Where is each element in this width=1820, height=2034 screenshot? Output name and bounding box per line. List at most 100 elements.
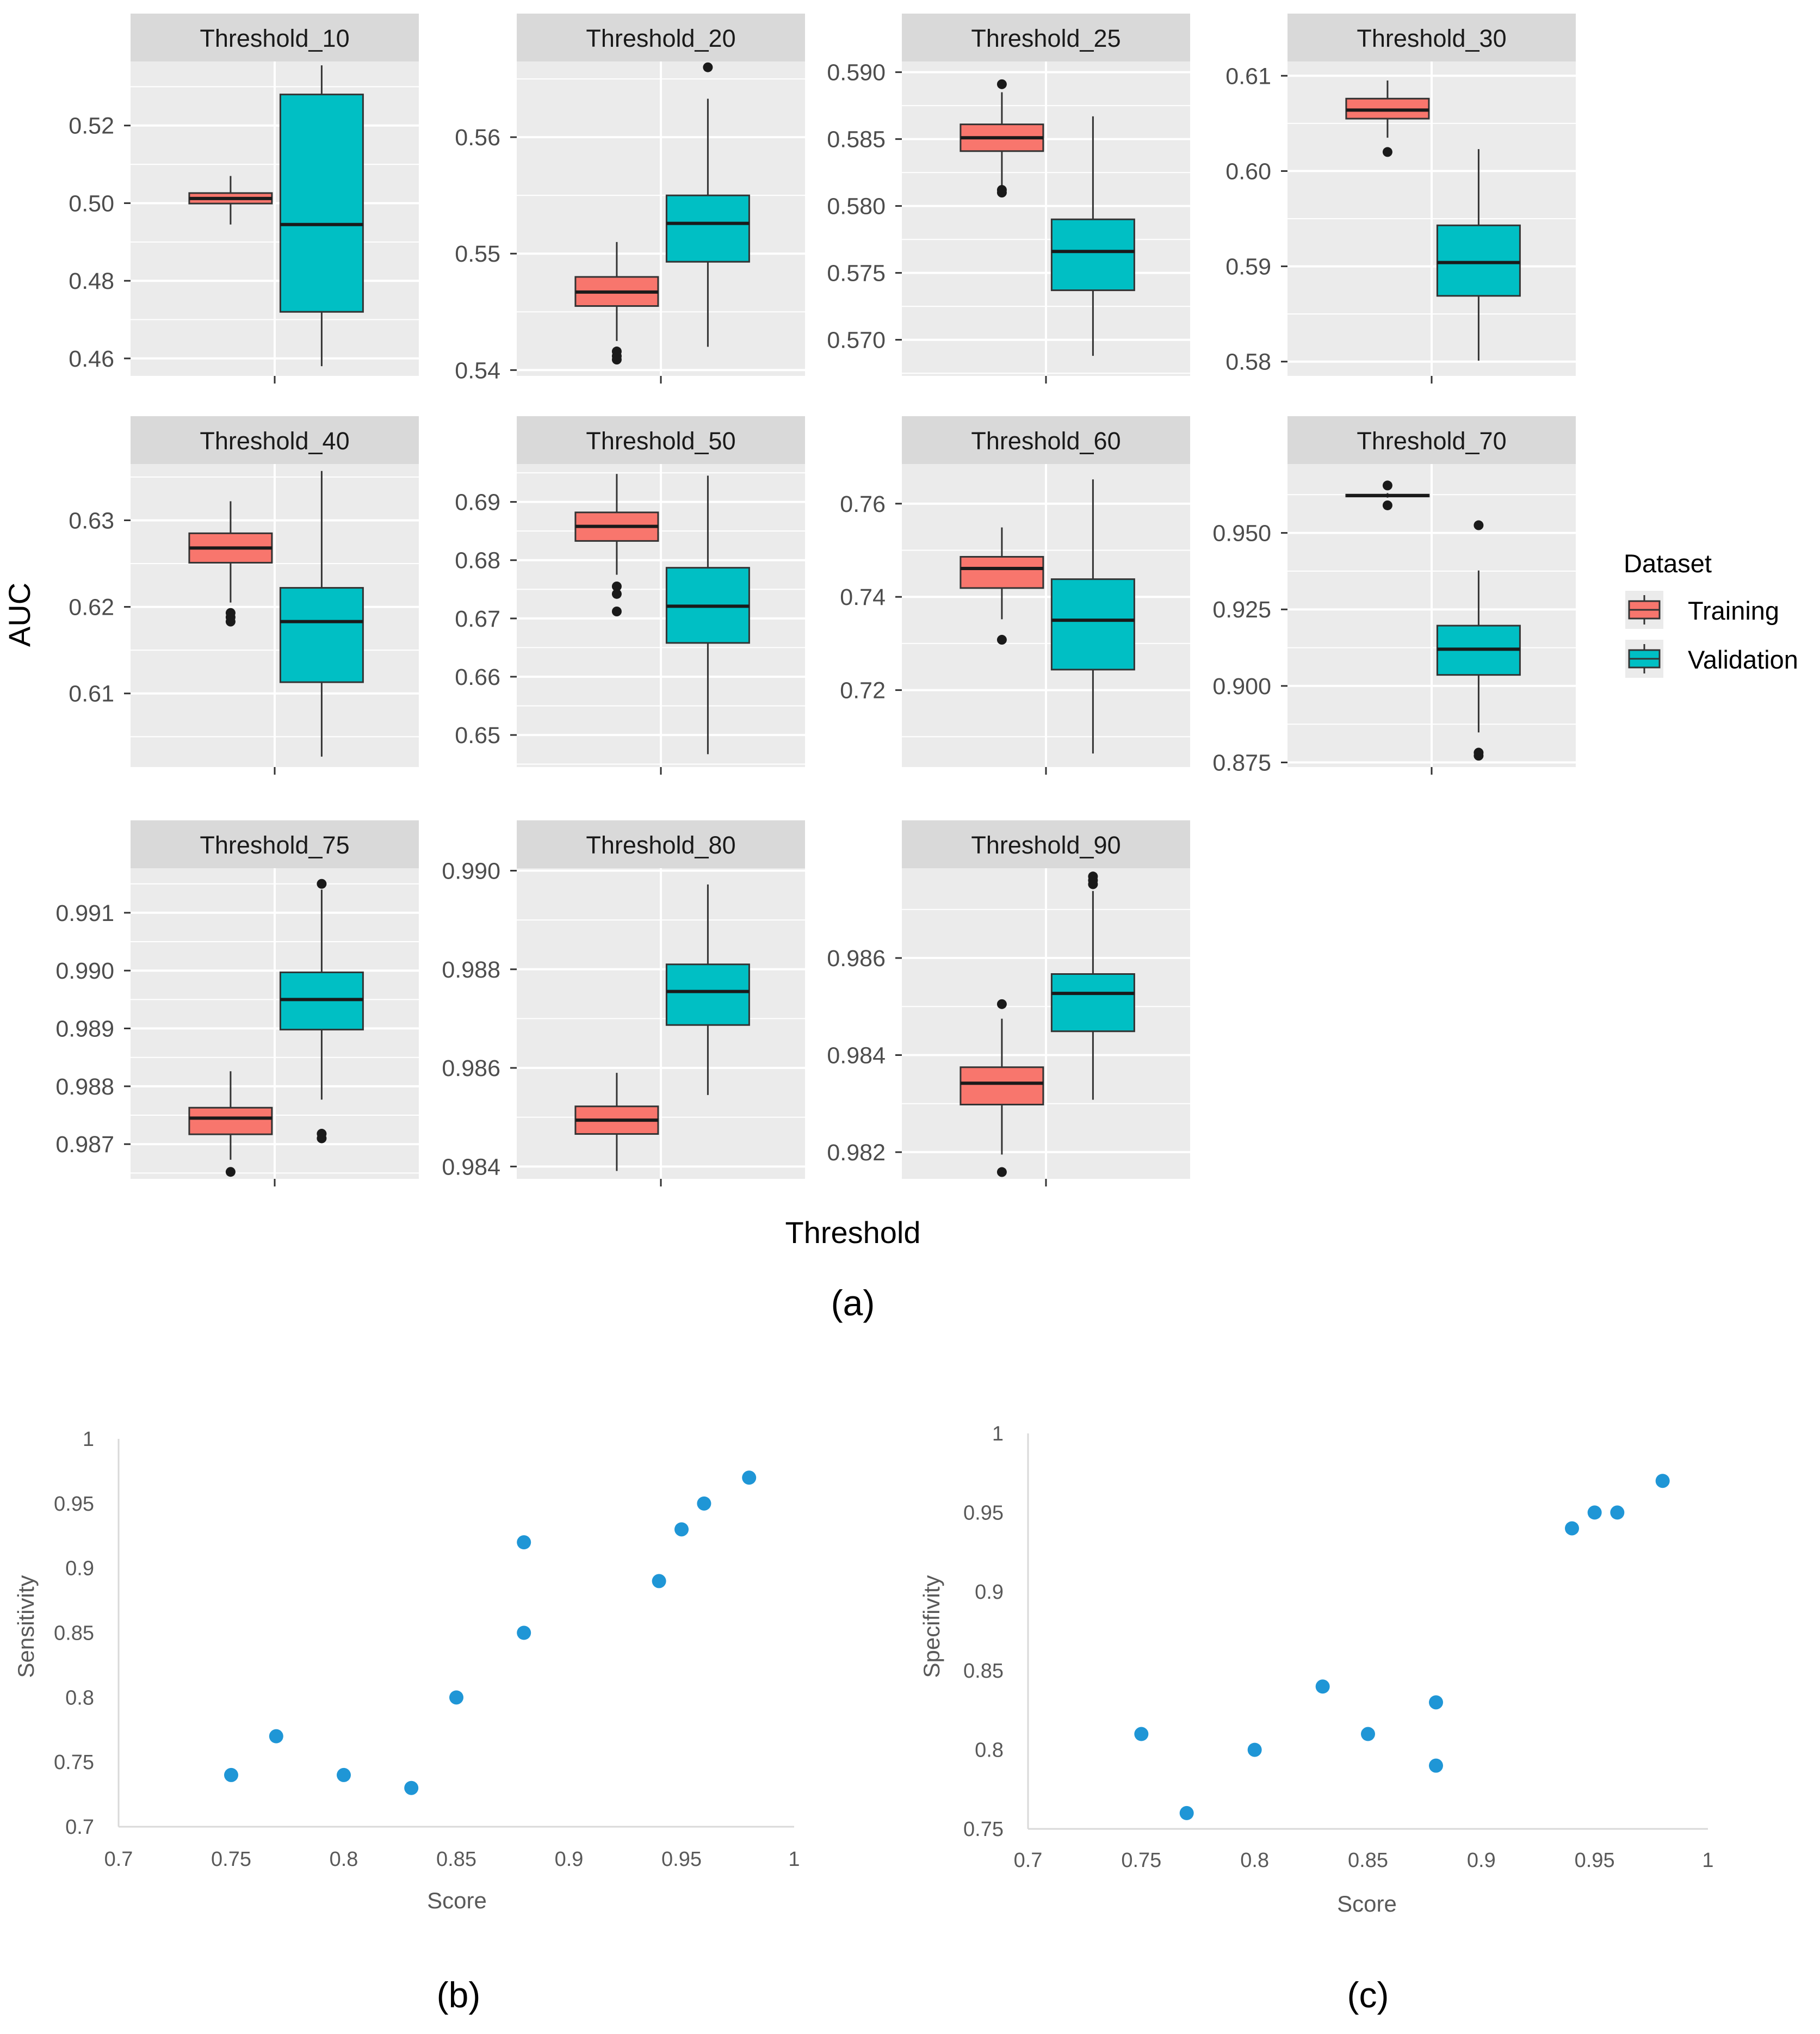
data-point-b [742,1470,757,1485]
data-point-b [224,1767,238,1782]
y-tick-label: 0.987 [55,1132,114,1158]
outlier-point-validation [317,879,327,889]
data-point-c [1565,1521,1579,1536]
y-tick-label: 0.900 [1212,673,1271,700]
y-tick-label: 0.66 [455,664,500,690]
scatter-plot-c: 0.7 0.75 0.8 0.85 0.9 0.95 1 0.75 0.8 0.85 0.9 0.95… [963,1423,1714,1872]
y-tick-label: 0.570 [827,327,886,354]
facet-title-threshold-10: Threshold_10 [200,24,349,52]
outlier-point-validation [1088,871,1098,882]
data-point-c [1179,1806,1194,1820]
y-tick-label: 0.67 [455,606,500,632]
facet-threshold-60: Threshold_60 0.72 0.74 0.76 [840,416,1190,775]
x-tick-label-b: 0.7 [104,1848,133,1871]
y-tick-label-b: 0.7 [65,1816,94,1839]
facet-strip-threshold-70 [1287,416,1576,464]
y-tick-label: 0.62 [69,595,114,621]
y-tick-label: 0.56 [455,125,500,151]
y-tick-label: 0.72 [840,678,886,704]
facet-threshold-25: Threshold_25 0.570 0.575 0.580 0.585 0.590 [827,14,1190,384]
data-point-c [1247,1742,1262,1757]
data-point-b [404,1780,419,1795]
y-tick-label-b: 0.8 [65,1686,94,1709]
outlier-point-training [611,589,622,599]
outlier-point-training [611,347,622,357]
facet-strip-threshold-25 [902,14,1190,61]
box-validation [1050,578,1135,671]
y-tick-label-c: 1 [992,1423,1004,1445]
legend-label-training: Training [1688,596,1779,625]
y-tick-label: 0.989 [55,1016,114,1042]
outlier-point-training [996,185,1007,195]
data-point-b [697,1496,711,1511]
facet-strip-threshold-80 [517,820,805,868]
x-tick-label-c: 0.8 [1240,1849,1269,1872]
data-point-c [1361,1727,1375,1741]
data-point-b [652,1574,666,1588]
x-tick-label-c: 1 [1702,1849,1713,1872]
y-tick-label: 0.54 [455,357,500,384]
y-tick-label: 0.925 [1212,597,1271,623]
y-tick-label: 0.590 [827,60,886,86]
data-point-b [517,1625,531,1640]
ylabel-b: Sensitivity [13,1575,39,1678]
data-point-c [1315,1679,1330,1694]
data-point-c [1134,1727,1149,1741]
box-training [188,1106,273,1135]
caption-b: (b) [437,1975,481,2015]
xlabel-c: Score [1337,1891,1397,1916]
facet-threshold-20: Threshold_20 0.54 0.55 0.56 [455,14,805,384]
y-tick-label: 0.950 [1212,521,1271,547]
facet-title-threshold-80: Threshold_80 [586,831,735,859]
caption-a: (a) [831,1283,875,1323]
y-tick-label: 0.575 [827,261,886,287]
outlier-point-training [996,635,1007,645]
y-tick-label: 0.68 [455,548,500,574]
data-point-b [449,1690,463,1705]
box-validation [1436,224,1521,297]
x-tick-label-b: 0.8 [330,1848,358,1871]
x-tick-label-b: 1 [788,1848,800,1871]
facet-threshold-50: Threshold_50 0.65 0.66 0.67 0.68 0.69 [455,416,805,775]
outlier-point-validation [703,62,713,72]
facet-strip-threshold-90 [902,820,1190,868]
facet-threshold-75: Threshold_75 0.987 0.988 0.989 0.990 0.991 [55,820,419,1186]
y-tick-label-b: 0.85 [54,1622,94,1645]
outlier-point-training [1382,500,1392,510]
y-tick-label: 0.50 [69,190,114,217]
ylabel-a: AUC [2,583,36,647]
data-point-c [1655,1474,1670,1488]
facet-title-threshold-50: Threshold_50 [586,427,735,455]
legend-title: Dataset [1624,549,1712,578]
facet-threshold-10: Threshold_10 0.46 0.48 0.50 0.52 [69,14,419,384]
facet-title-threshold-30: Threshold_30 [1357,24,1506,52]
y-tick-label-c: 0.85 [963,1660,1004,1683]
y-tick-label: 0.991 [55,900,114,926]
y-tick-label-c: 0.95 [963,1501,1004,1524]
outlier-point-training [1382,147,1392,157]
facet-threshold-30: Threshold_30 0.58 0.59 0.60 0.61 [1225,14,1576,384]
facet-title-threshold-70: Threshold_70 [1357,427,1506,455]
outlier-point-validation [317,1129,327,1139]
legend-label-validation: Validation [1688,645,1798,674]
x-tick-label-b: 0.95 [661,1848,702,1871]
x-tick-label-b: 0.75 [211,1848,251,1871]
data-point-c [1587,1505,1602,1520]
facet-strip-threshold-40 [131,416,419,464]
box-validation [665,963,750,1026]
outlier-point-training [611,581,622,591]
box-validation [279,587,364,683]
data-point-c [1429,1695,1443,1710]
scatter-plot-b: 0.7 0.75 0.8 0.85 0.9 0.95 1 0.7 0.75 0.8 0.85 0.9 0… [54,1428,800,1871]
x-tick-label-c: 0.75 [1121,1849,1161,1872]
data-point-b [337,1767,351,1782]
outlier-point-training [996,79,1007,89]
y-tick-label-c: 0.8 [975,1739,1004,1762]
data-point-b [674,1522,689,1537]
x-tick-label-c: 0.9 [1467,1849,1496,1872]
box-validation [1050,973,1135,1033]
y-tick-label: 0.74 [840,584,886,610]
caption-c: (c) [1347,1975,1389,2015]
y-tick-label: 0.986 [442,1055,500,1081]
